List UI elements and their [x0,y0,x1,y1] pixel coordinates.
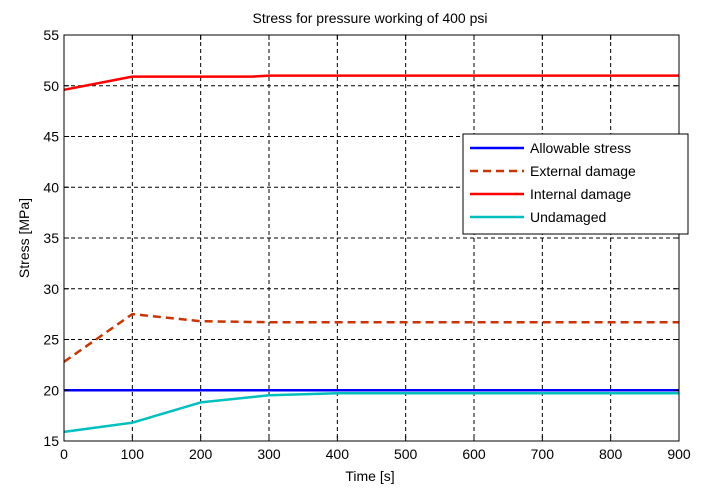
x-tick-label: 500 [394,446,418,462]
x-tick-label: 900 [667,446,691,462]
y-tick-label: 15 [43,433,59,449]
x-tick-label: 700 [531,446,555,462]
y-tick-label: 35 [43,230,59,246]
y-tick-label: 55 [43,27,59,43]
legend-label: Allowable stress [530,140,631,156]
legend-label: Internal damage [530,186,631,202]
x-tick-label: 0 [60,446,68,462]
legend-label: Undamaged [530,209,606,225]
series-line-external-damage [63,312,679,363]
y-tick-label: 30 [43,281,59,297]
series-line-undamaged [63,392,679,434]
x-tick-label: 300 [257,446,281,462]
y-tick-label: 25 [43,332,59,348]
legend-label: External damage [530,163,636,179]
y-tick-label: 50 [43,78,59,94]
x-tick-label: 400 [326,446,350,462]
y-tick-label: 40 [43,179,59,195]
x-tick-label: 800 [599,446,623,462]
y-axis-label: Stress [MPa] [16,198,32,278]
axis-ticks: 0 100 200 300 400 500 600 700 800 900 15 20 25 30 35 40… [43,27,690,462]
x-tick-label: 200 [189,446,213,462]
series-group [63,74,679,434]
x-axis-label: Time [s] [345,468,394,484]
y-tick-label: 20 [43,382,59,398]
y-tick-label: 45 [43,129,59,145]
x-tick-label: 100 [121,446,145,462]
series-line-internal-damage [63,74,679,92]
legend: Allowable stress External damage Internal … [462,133,689,235]
chart-title: Stress for pressure working of 400 psi [253,10,488,26]
x-tick-label: 600 [462,446,486,462]
